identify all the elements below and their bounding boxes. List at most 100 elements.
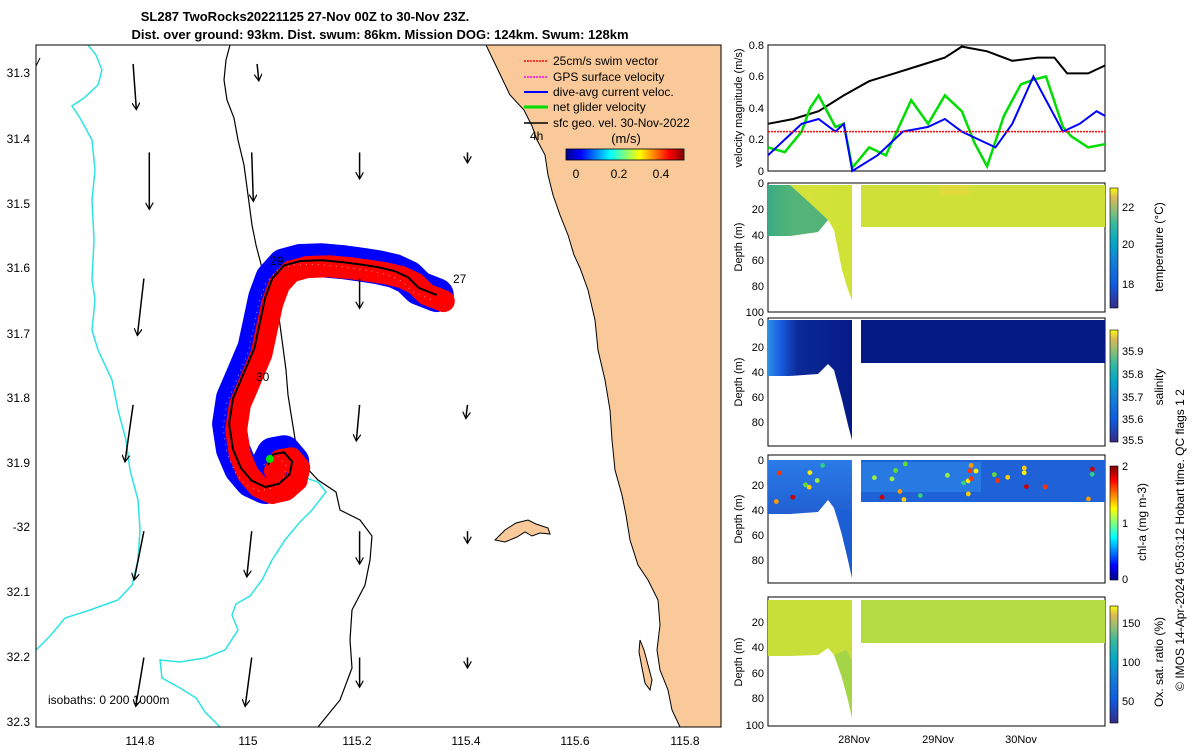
map-y-tick: 32.1	[7, 585, 31, 599]
glider-track-group	[212, 243, 455, 504]
coast-line	[36, 57, 41, 68]
temp-y-tick: 40	[752, 230, 764, 242]
chl-sample-dot	[967, 468, 973, 474]
chl-field-left	[768, 460, 852, 578]
temp-y-tick: 80	[752, 281, 764, 293]
day-label-27: 27	[453, 272, 467, 286]
geo-vector-arrow	[245, 657, 253, 706]
geo-vector-arrow	[133, 63, 136, 109]
map-y-tick: 31.8	[7, 391, 31, 405]
temp-field-right	[861, 185, 1105, 227]
chl-cbar-label: chl-a (mg m-3)	[1135, 483, 1149, 561]
legend-item-gps: GPS surface velocity	[553, 70, 664, 84]
isobath-note: isobaths: 0 200 1000m	[48, 693, 169, 707]
chl-sample-dot	[1089, 471, 1095, 477]
legend-item-swim: 25cm/s swim vector	[553, 54, 658, 68]
colorbar-tick: 0.2	[611, 167, 628, 181]
temp-field-left-mix	[768, 185, 828, 236]
sal-y-label: Depth (m)	[733, 358, 745, 407]
velocity-series-group	[767, 45, 1106, 173]
geo-vector-arrow	[466, 404, 468, 418]
ox-y-tick: 40	[752, 642, 764, 654]
chl-sample-dot	[806, 484, 812, 490]
ox-field-left-deep	[834, 650, 852, 718]
legend-item-geo: sfc geo. vel. 30-Nov-2022	[553, 116, 690, 130]
ox-y-tick: 60	[752, 668, 764, 680]
temp-colorbar	[1109, 187, 1119, 309]
velocity-panel: 0 0.2 0.4 0.6 0.8 velocity magnitude (m/…	[733, 40, 1106, 178]
geo-vector-arrow	[247, 531, 253, 576]
legend-item-current: dive-avg current veloc.	[553, 85, 674, 99]
sal-cbar-tick: 35.7	[1122, 392, 1143, 404]
chl-sample-dot	[879, 494, 885, 500]
chl-sample-dot	[1005, 474, 1011, 480]
temp-y-label: Depth (m)	[733, 223, 745, 272]
chl-sample-dot	[1086, 496, 1091, 502]
temp-cbar-label: temperature (°C)	[1152, 202, 1166, 292]
chl-colorbar	[1109, 465, 1119, 581]
map-legend: 25cm/s swim vector GPS surface velocity …	[524, 54, 690, 181]
ox-cbar-label: Ox. sat. ratio (%)	[1152, 617, 1166, 707]
geo-vector-arrow	[356, 404, 359, 440]
vel-y-tick: 0	[758, 166, 764, 178]
ox-field-right	[861, 600, 1105, 643]
chl-sample-dot	[814, 478, 820, 483]
land-mass	[485, 45, 721, 727]
chl-y-axis: 0 20 40 60 80 Depth (m)	[733, 455, 764, 567]
map-y-tick: 32.3	[7, 715, 31, 729]
chl-sample-dot	[1024, 484, 1029, 489]
map-x-axis: 114.8 115 115.2 115.4 115.6 115.8	[125, 734, 699, 748]
ox-y-tick: 20	[752, 617, 764, 629]
temp-y-tick: 20	[752, 204, 764, 216]
isobath-1000m	[223, 45, 373, 727]
sal-cbar-tick: 35.8	[1122, 369, 1143, 381]
chl-sample-dot	[889, 476, 895, 482]
day-label-29: 29	[270, 254, 284, 268]
chl-sample-dot	[991, 472, 997, 477]
temp-y-tick: 100	[746, 307, 764, 319]
ox-y-axis: 20 40 60 80 100 Depth (m)	[733, 617, 764, 732]
chl-sample-dot	[790, 494, 796, 500]
ox-cbar-tick: 50	[1122, 696, 1134, 708]
colorbar-title: (m/s)	[611, 131, 641, 146]
temp-cbar-tick: 20	[1122, 239, 1134, 251]
title-line-2: Dist. over ground: 93km. Dist. swum: 86k…	[131, 27, 628, 42]
map-colorbar	[565, 148, 685, 161]
map-x-tick: 114.8	[125, 734, 154, 748]
ox-y-tick: 100	[746, 720, 764, 732]
map-y-tick: 31.3	[7, 66, 31, 80]
chl-y-label: Depth (m)	[733, 495, 745, 544]
map-x-tick: 115.4	[451, 734, 480, 748]
chl-sample-dot	[902, 461, 908, 467]
sal-y-tick: 60	[752, 392, 764, 404]
chl-sample-dot	[1042, 484, 1048, 490]
ox-x-axis: 28Nov 29Nov 30Nov	[838, 734, 1037, 746]
ox-cbar-tick: 100	[1122, 657, 1140, 669]
chl-sample-dot	[820, 463, 825, 468]
temp-cbar-tick: 22	[1122, 202, 1134, 214]
chl-sample-dot	[1021, 470, 1027, 476]
map-y-tick: 31.7	[7, 327, 31, 341]
map-y-tick: 32.2	[7, 650, 31, 664]
ox-field-left	[768, 600, 852, 718]
geo-vector-group	[125, 63, 468, 706]
temp-cbar-tick: 18	[1122, 279, 1134, 291]
chl-sample-dot	[872, 475, 877, 481]
vel-y-tick: 0.2	[749, 134, 764, 146]
map-y-tick: 31.4	[7, 132, 31, 146]
chl-sample-dot	[1021, 465, 1027, 471]
temp-field-right-warm	[940, 185, 970, 195]
chl-sample-dot	[897, 489, 903, 494]
chl-cbar-tick: 2	[1122, 461, 1128, 473]
ox-cbar-tick: 150	[1122, 618, 1140, 630]
sal-y-axis: 0 20 40 60 80 Depth (m)	[733, 317, 764, 429]
map-x-tick: 115.8	[670, 734, 699, 748]
ox-x-tick: 28Nov	[838, 734, 870, 746]
sal-y-tick: 80	[752, 417, 764, 429]
sal-y-tick: 0	[758, 317, 764, 329]
map-x-tick: 115	[238, 734, 257, 748]
day-label-4h: 4h	[530, 129, 543, 143]
map-y-tick: 31.9	[7, 456, 31, 470]
temp-y-tick: 60	[752, 255, 764, 267]
